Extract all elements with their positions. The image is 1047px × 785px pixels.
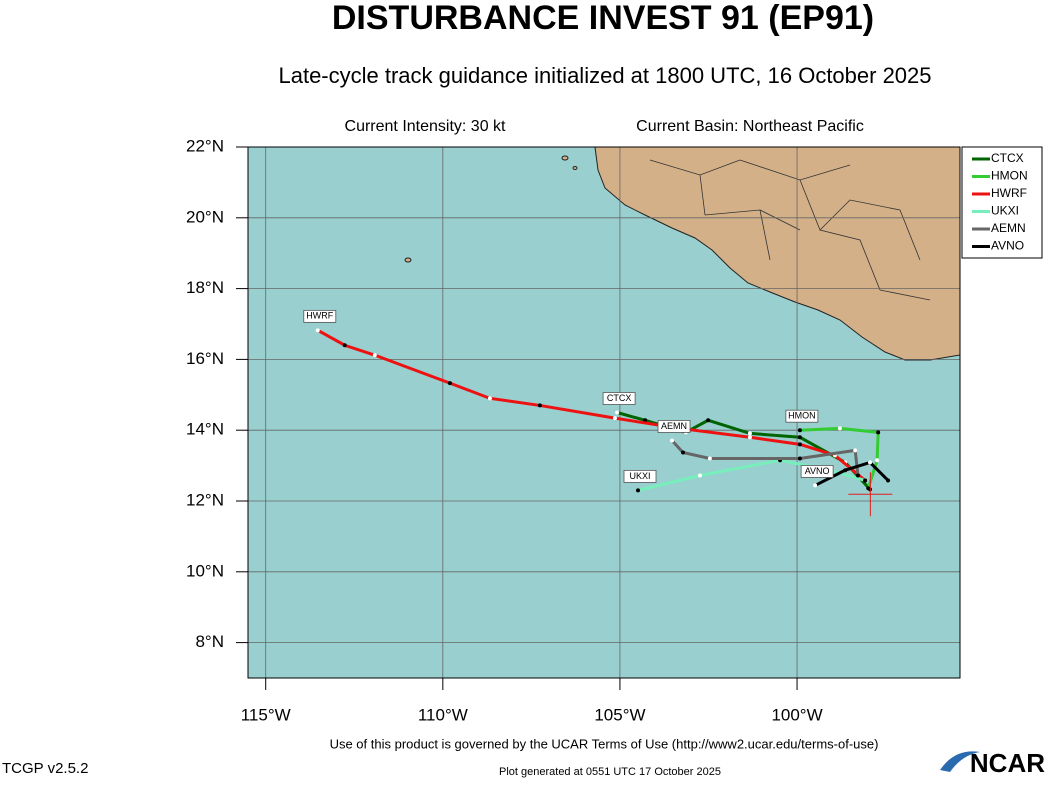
island — [561, 155, 569, 161]
end-label-box — [602, 392, 636, 405]
y-tick-label: 20°N — [186, 207, 224, 226]
track-point — [680, 450, 685, 455]
y-tick-label: 12°N — [186, 490, 224, 509]
y-tick-label: 22°N — [186, 136, 224, 155]
track-point — [612, 416, 617, 421]
end-label-box — [303, 309, 337, 323]
track-point — [707, 456, 712, 461]
end-label: UKXI — [629, 471, 650, 481]
track-point — [863, 478, 868, 483]
borders — [649, 159, 931, 301]
track-point — [797, 442, 802, 447]
y-tick-label: 14°N — [186, 420, 224, 439]
track-point — [866, 486, 871, 491]
track-point — [876, 430, 881, 435]
x-tick-label: 110°W — [418, 705, 468, 724]
land-mass — [594, 147, 960, 361]
end-label: AEMN — [661, 421, 687, 431]
legend-items: CTCX HMON HWRF UKXI AEMN AVNO — [972, 151, 1028, 253]
legend — [961, 146, 1043, 259]
track-point — [537, 403, 542, 408]
legend-label: AVNO — [991, 239, 1024, 253]
island — [572, 166, 578, 170]
legend-label: UKXI — [991, 204, 1019, 218]
track-point — [342, 343, 347, 348]
land — [404, 147, 960, 361]
track-point — [697, 473, 702, 478]
track — [670, 439, 860, 476]
end-label-box — [623, 469, 657, 483]
intensity: Current Intensity: 30 kt — [345, 118, 507, 135]
track-point — [797, 435, 802, 440]
end-label: HMON — [788, 411, 816, 421]
logo: NCAR — [970, 748, 1045, 778]
chart-subtitle: Late-cycle track guidance initialized at… — [278, 63, 931, 88]
map-frame — [247, 146, 961, 679]
x-tick-label: 105°W — [594, 705, 645, 724]
track-point — [670, 438, 675, 443]
legend-label: AEMN — [991, 221, 1026, 235]
track-point — [853, 448, 858, 453]
track-point — [447, 381, 452, 386]
x-tick-label: 115°W — [241, 705, 291, 724]
track-point — [747, 431, 752, 436]
track-point — [706, 418, 711, 423]
track-point — [615, 410, 620, 415]
generated: Plot generated at 0551 UTC 17 October 20… — [499, 766, 721, 778]
track-point — [636, 488, 641, 493]
track-point — [372, 353, 377, 358]
y-tick-label: 16°N — [186, 349, 224, 368]
end-label-box — [785, 409, 819, 423]
end-label-box — [800, 465, 834, 478]
track-point — [843, 468, 848, 473]
tracks: CTCX HMON HWRF UKXI AEMN AVNO — [303, 309, 893, 517]
track-point — [315, 328, 320, 333]
track-point — [487, 396, 492, 401]
footer: Use of this product is governed by the U… — [330, 736, 879, 751]
y-tick-label: 8°N — [195, 632, 224, 651]
chart-title: DISTURBANCE INVEST 91 (EP91) — [332, 0, 874, 37]
track-point — [813, 483, 818, 488]
legend-label: HWRF — [991, 186, 1027, 200]
track-point — [875, 458, 880, 463]
island — [404, 257, 412, 263]
x-tick-label: 100°W — [771, 705, 822, 724]
track-point — [868, 460, 873, 465]
basin: Current Basin: Northeast Pacific — [636, 118, 864, 135]
track-point — [886, 478, 891, 483]
logo-mark — [940, 751, 980, 772]
track — [317, 329, 867, 482]
track-point — [797, 456, 802, 461]
current-position — [848, 472, 893, 517]
legend-label: CTCX — [991, 151, 1024, 165]
axes: 22°N 20°N 18°N 16°N 14°N 12°N 10°N 8°N 115°W 110°… — [186, 136, 823, 724]
end-label: HWRF — [306, 311, 333, 321]
track-point — [797, 428, 802, 433]
y-tick-label: 18°N — [186, 278, 224, 297]
version: TCGP v2.5.2 — [2, 760, 88, 777]
track-point — [747, 435, 752, 440]
y-tick-label: 10°N — [186, 561, 224, 580]
end-label-box — [657, 420, 691, 433]
track-point — [855, 473, 860, 478]
legend-label: HMON — [991, 169, 1028, 183]
end-label: AVNO — [805, 466, 830, 476]
end-label: CTCX — [607, 393, 632, 403]
grid — [248, 147, 960, 678]
track-point — [837, 426, 842, 431]
